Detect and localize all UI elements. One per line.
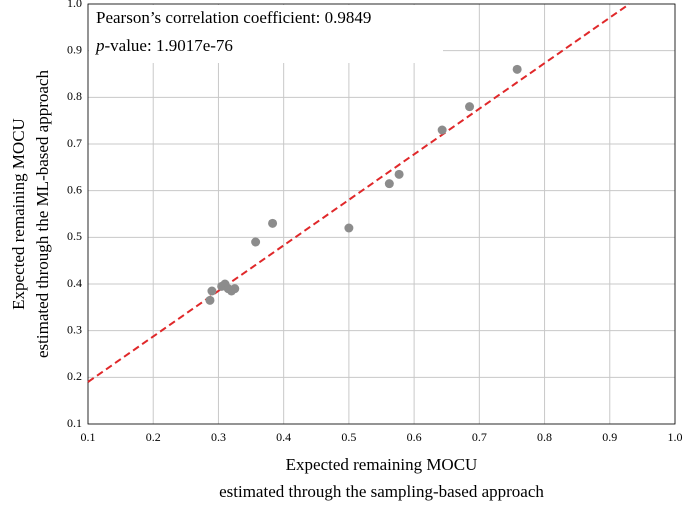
y-tick-label: 0.5 [67,229,82,243]
x-tick-label: 0.8 [537,430,552,444]
y-tick-label: 0.2 [67,369,82,383]
x-tick-label: 1.0 [668,430,683,444]
fit-line [87,3,630,383]
y-tick-label: 0.4 [67,276,82,290]
point [268,218,278,228]
x-tick-label: 0.7 [472,430,487,444]
x-tick-label: 0.4 [276,430,291,444]
x-tick-label: 0.1 [81,430,96,444]
x-tick-label: 0.5 [341,430,356,444]
y-tick-label: 0.8 [67,89,82,103]
point [207,286,217,296]
point [465,102,475,112]
y-tick-label: 0.9 [67,42,82,56]
x-tick-label: 0.2 [146,430,161,444]
y-tick-label: 1.0 [67,0,82,10]
annotation-text: -value: 1.9017e-76 [105,36,233,55]
x-axis-label: Expected remaining MOCU [286,455,478,474]
x-tick-label: 0.3 [211,430,226,444]
x-axis-label: estimated through the sampling-based app… [219,482,544,501]
x-tick-label: 0.9 [602,430,617,444]
y-tick-label: 0.3 [67,322,82,336]
y-tick-label: 0.7 [67,136,82,150]
point [384,179,394,189]
point [344,223,354,233]
point [394,169,404,179]
point [437,125,447,135]
point [205,295,215,305]
point [251,237,261,247]
annotation: p-value: 1.9017e-76 [95,36,233,55]
x-tick-label: 0.6 [407,430,422,444]
plot-frame [87,3,676,425]
y-tick-label: 0.6 [67,182,82,196]
y-axis-label: estimated through the ML-based approach [33,70,52,358]
point [512,64,522,74]
annotation: Pearson’s correlation coefficient: 0.984… [96,8,371,27]
y-axis-label: Expected remaining MOCU [9,118,28,310]
y-tick-label: 0.1 [67,416,82,430]
annotation-box [89,5,443,63]
annotation-italic: p [95,36,105,55]
point [230,284,240,294]
